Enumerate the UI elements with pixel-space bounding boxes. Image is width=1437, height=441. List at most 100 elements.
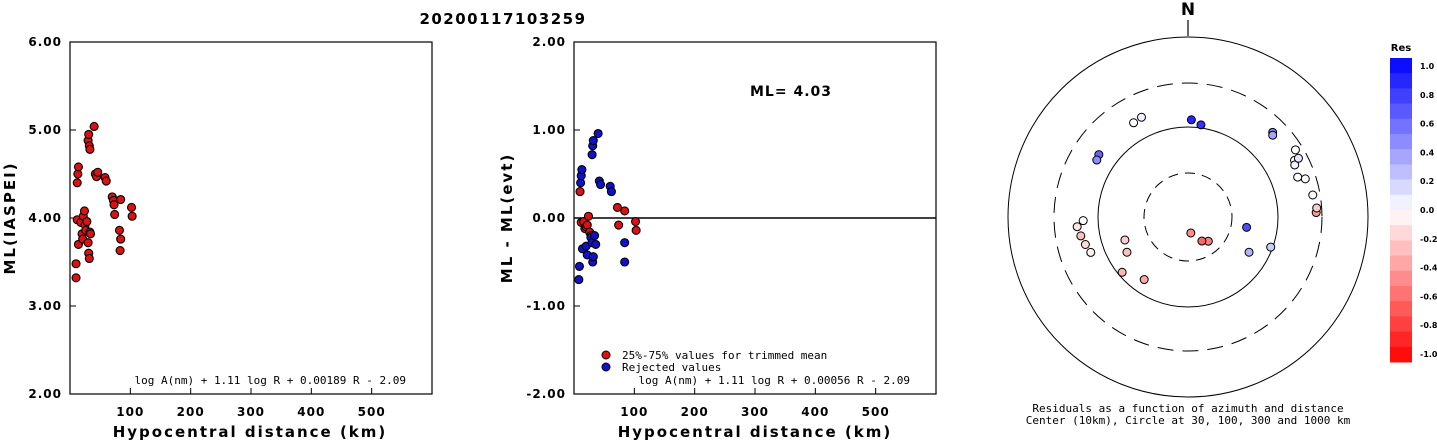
data-point <box>591 239 601 249</box>
colorbar-cell <box>1390 164 1412 181</box>
colorbar-label: -0.8 <box>1420 321 1437 330</box>
data-point <box>84 253 94 264</box>
data-point <box>631 225 641 235</box>
colorbar-cell <box>1390 103 1412 120</box>
colorbar-cell <box>1390 134 1412 150</box>
azimuth-caption-1: Residuals as a function of azimuth and d… <box>1032 402 1343 415</box>
colorbar-cell <box>1390 118 1412 135</box>
y-tick-label: 2.00 <box>532 35 566 49</box>
colorbar-cell <box>1390 194 1412 211</box>
data-point <box>110 209 120 220</box>
y-tick-label: -1.00 <box>526 299 566 313</box>
colorbar-labels: 1.0 0.8 0.6 0.4 0.2 0.0 -0.2 -0.4 -0.6 -0.8 -1.0 <box>1420 62 1437 359</box>
data-point <box>620 238 630 248</box>
x-tick-label: 200 <box>177 405 205 419</box>
data-point <box>577 165 587 175</box>
legend: 25%-75% values for trimmed mean Rejected… <box>601 349 827 374</box>
data-point <box>115 246 125 256</box>
colorbar-cell <box>1390 240 1412 257</box>
station-marker <box>1072 222 1082 232</box>
station-marker <box>1290 160 1300 170</box>
station-marker <box>1076 231 1086 241</box>
data-point <box>83 238 93 248</box>
data-point <box>127 211 137 221</box>
data-point <box>589 231 600 241</box>
colorbar-cell <box>1390 286 1412 302</box>
station-marker <box>1117 267 1127 277</box>
ring-300km <box>1053 82 1323 352</box>
colorbar-cell <box>1390 225 1412 241</box>
colorbar-label: 1.0 <box>1420 62 1435 71</box>
data-point <box>583 211 594 221</box>
colorbar-cell <box>1390 73 1412 89</box>
ml-formula: log A(nm) + 1.11 log R + 0.00189 R - 2.0… <box>134 374 406 387</box>
data-point <box>606 187 616 197</box>
station-marker <box>1197 236 1207 246</box>
colorbar-label: -0.6 <box>1420 292 1437 301</box>
colorbar-title: Res <box>1391 43 1411 54</box>
data-point <box>116 234 126 244</box>
data-point <box>612 202 622 212</box>
data-point <box>85 229 96 239</box>
ring-100km <box>1097 126 1279 308</box>
station-marker <box>1266 242 1276 252</box>
chart-title: 20200117103259 <box>419 10 586 28</box>
data-point <box>116 194 126 205</box>
residual-points <box>574 128 641 285</box>
station-marker <box>1186 115 1196 125</box>
data-point <box>620 206 630 216</box>
data-point <box>620 257 630 267</box>
x-tick-label: 500 <box>358 405 386 419</box>
colorbar-cell <box>1390 346 1412 363</box>
data-point <box>85 144 95 154</box>
legend-label-trimmed: 25%-75% values for trimmed mean <box>622 349 827 362</box>
station-marker <box>1139 275 1149 285</box>
colorbar-cell <box>1390 270 1412 287</box>
ml-panel: 2.00 3.00 4.00 5.00 6.00 100 200 300 400 500 ML(… <box>1 35 433 441</box>
x-tick-label: 400 <box>297 405 325 419</box>
x-tick-label: 200 <box>681 405 709 419</box>
ml-plot-frame <box>69 41 433 395</box>
station-marker <box>1086 247 1096 257</box>
data-point <box>109 200 119 210</box>
y-tick-label: 3.00 <box>28 299 62 313</box>
y-tick-label: 1.00 <box>532 123 566 137</box>
station-marker <box>1129 118 1139 128</box>
station-marker <box>1244 247 1254 257</box>
y-tick-label: -2.00 <box>526 387 566 401</box>
ml-x-axis-label: Hypocentral distance (km) <box>113 423 388 441</box>
station-marker <box>1136 112 1146 122</box>
station-marker <box>1268 130 1278 140</box>
north-label: N <box>1181 0 1195 20</box>
data-point <box>71 259 81 269</box>
station-marker <box>1078 216 1088 226</box>
data-point <box>593 128 603 139</box>
data-point <box>84 129 94 139</box>
colorbar-cell <box>1390 179 1412 196</box>
data-point <box>587 150 597 160</box>
data-point <box>588 252 598 262</box>
station-marker <box>1186 228 1196 238</box>
data-point <box>71 273 81 283</box>
colorbar-label: 0.6 <box>1420 120 1435 129</box>
x-tick-label: 100 <box>620 405 648 419</box>
data-point <box>595 180 606 190</box>
station-marker <box>1196 120 1206 130</box>
residual-x-axis-label: Hypocentral distance (km) <box>618 423 893 441</box>
colorbar: Res 1.0 0.8 0.6 0.4 0.2 0.0 -0.2 -0.4 -0.6 -0.8 -1… <box>1390 43 1437 363</box>
ring-1000km <box>1007 36 1369 398</box>
ring-30km <box>1143 172 1233 262</box>
station-marker <box>1293 153 1303 163</box>
y-tick-label: 4.00 <box>28 211 62 225</box>
data-point <box>79 206 90 216</box>
station-marker <box>1080 239 1090 249</box>
y-tick-label: 0.00 <box>532 211 566 225</box>
colorbar-cell <box>1390 88 1412 105</box>
legend-marker-rejected <box>601 362 611 372</box>
station-marker <box>1293 172 1303 182</box>
colorbar-cells <box>1390 58 1412 363</box>
legend-marker-trimmed <box>601 350 611 360</box>
residual-x-ticks: 100 200 300 400 500 <box>620 388 889 419</box>
colorbar-label: 0.2 <box>1420 177 1434 186</box>
